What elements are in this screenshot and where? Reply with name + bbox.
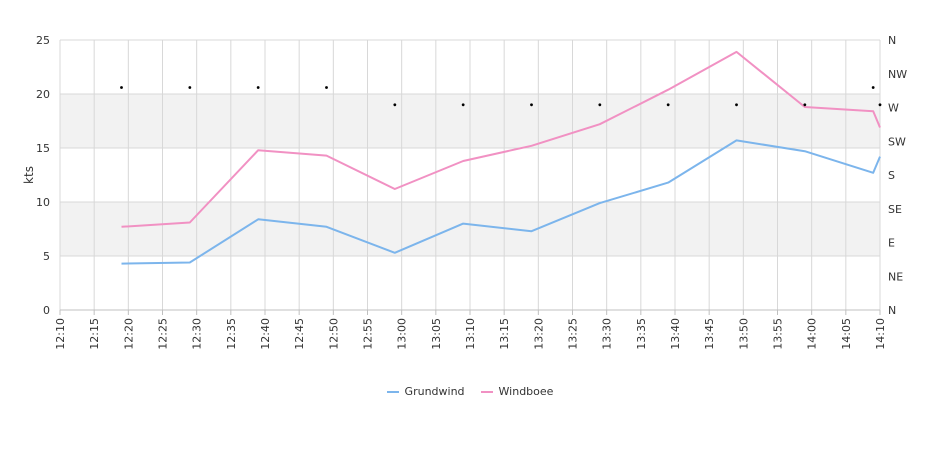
x-tick-label-19: 13:45 <box>703 318 716 350</box>
legend-swatch-windboee <box>480 390 493 393</box>
x-tick-label-17: 13:35 <box>635 318 648 350</box>
right-axis-label-6: W <box>888 102 899 115</box>
x-tick-label-16: 13:30 <box>601 318 614 350</box>
right-axis-label-5: SW <box>888 135 906 148</box>
x-tick-label-5: 12:35 <box>225 318 238 350</box>
right-axis-label-1: NE <box>888 270 903 283</box>
y-tick-label-1: 5 <box>43 250 50 263</box>
x-tick-label-2: 12:20 <box>122 318 135 350</box>
right-axis-label-3: SE <box>888 203 902 216</box>
series-line-grundwind <box>121 139 881 265</box>
x-tick-label-12: 13:10 <box>464 318 477 350</box>
y-tick-label-5: 25 <box>36 34 50 47</box>
direction-marker-3 <box>325 86 328 89</box>
x-tick-label-24: 14:10 <box>874 318 887 350</box>
x-tick-label-6: 12:40 <box>259 318 272 350</box>
series-line-windboee <box>121 50 881 228</box>
x-tick-label-22: 14:00 <box>806 318 819 350</box>
right-axis-label-7: NW <box>888 68 907 81</box>
x-tick-label-11: 13:05 <box>430 318 443 350</box>
direction-marker-8 <box>666 103 670 107</box>
direction-marker-5 <box>461 103 465 107</box>
x-tick-label-0: 12:10 <box>54 318 67 350</box>
y-axis-title: kts <box>22 166 36 184</box>
direction-marker-7 <box>598 103 602 107</box>
y-tick-label-3: 15 <box>36 142 50 155</box>
direction-marker-6 <box>530 103 533 107</box>
legend-item-grundwind[interactable]: Grundwind <box>386 385 465 398</box>
right-axis-label-2: E <box>888 237 895 250</box>
legend: Grundwind Windboee <box>0 385 940 398</box>
x-tick-label-7: 12:45 <box>293 318 306 350</box>
x-tick-label-21: 13:55 <box>772 318 785 350</box>
right-axis-label-8: N <box>888 34 896 47</box>
legend-label-windboee: Windboee <box>498 385 554 398</box>
x-tick-label-13: 13:15 <box>498 318 511 350</box>
y-tick-label-2: 10 <box>36 196 50 209</box>
legend-swatch-grundwind <box>386 390 399 393</box>
right-axis-label-0: N <box>888 304 896 317</box>
x-tick-label-18: 13:40 <box>669 318 682 350</box>
x-tick-label-20: 13:50 <box>737 318 750 350</box>
direction-marker-9 <box>735 103 738 107</box>
right-axis-label-4: S <box>888 169 895 182</box>
direction-marker-11 <box>871 86 875 89</box>
direction-marker-10 <box>803 103 807 107</box>
x-tick-label-8: 12:50 <box>327 318 340 350</box>
x-tick-label-4: 12:30 <box>191 318 204 350</box>
x-tick-label-23: 14:05 <box>840 318 853 350</box>
legend-label-grundwind: Grundwind <box>404 385 465 398</box>
x-tick-label-10: 13:00 <box>396 318 409 350</box>
direction-marker-1 <box>188 86 192 89</box>
x-tick-label-3: 12:25 <box>157 318 170 350</box>
direction-marker-2 <box>256 86 260 89</box>
x-tick-label-1: 12:15 <box>88 318 101 350</box>
direction-marker-4 <box>393 103 397 107</box>
legend-item-windboee[interactable]: Windboee <box>480 385 554 398</box>
direction-marker-0 <box>120 86 123 89</box>
y-tick-label-4: 20 <box>36 88 50 101</box>
x-tick-label-9: 12:55 <box>362 318 375 350</box>
x-tick-label-15: 13:25 <box>567 318 580 350</box>
y-tick-label-0: 0 <box>43 304 50 317</box>
direction-marker-12 <box>878 103 882 107</box>
x-tick-label-14: 13:20 <box>532 318 545 350</box>
